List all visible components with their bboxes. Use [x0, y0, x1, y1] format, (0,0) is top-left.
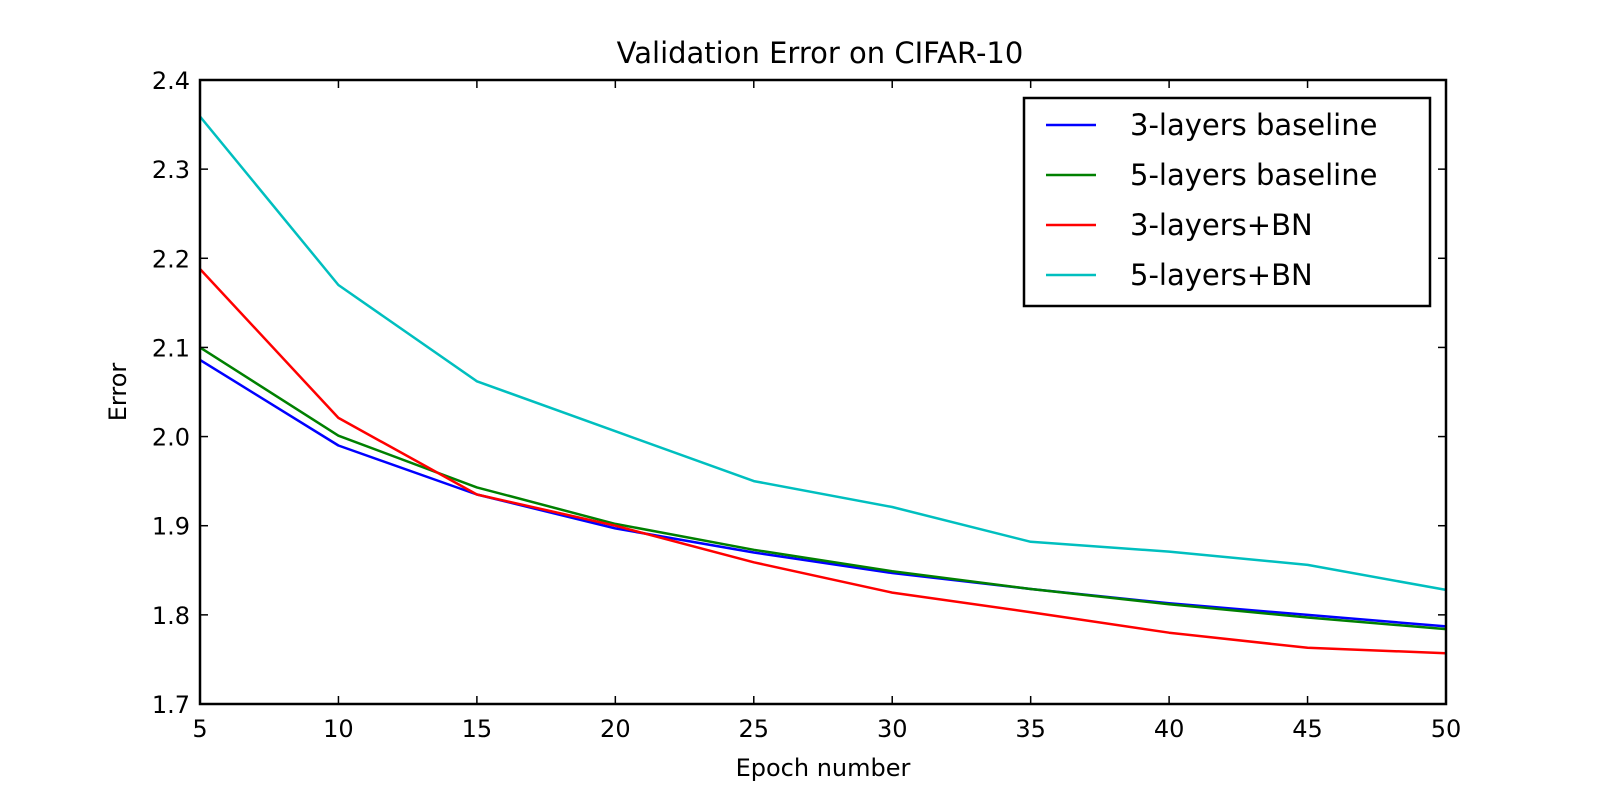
series-line-5-layers-bn [199, 115, 1447, 592]
x-tick-label: 40 [1154, 715, 1185, 743]
x-tick-label: 35 [1015, 715, 1046, 743]
y-tick-label: 2.3 [152, 156, 190, 184]
x-tick-label: 45 [1292, 715, 1323, 743]
y-tick-label: 1.8 [152, 602, 190, 630]
plot-area-frame [198, 78, 1448, 706]
chart-title: Validation Error on CIFAR-10 [617, 36, 1024, 70]
legend-frame [1022, 96, 1432, 308]
y-tick-label: 2.4 [152, 67, 190, 95]
x-tick-label: 30 [877, 715, 908, 743]
tick-layer: 5 10 15 20 25 30 35 40 45 50 1.7 1.8 1.9 2.0 2.1 2.2 2.3… [152, 67, 1461, 743]
x-tick-label: 10 [323, 715, 354, 743]
x-axis-label: Epoch number [736, 754, 911, 782]
legend-label-5-layers-baseline: 5-layers baseline [1130, 158, 1377, 192]
legend: 3-layers baseline 5-layers baseline 3-la… [1022, 96, 1432, 308]
x-tick-label: 25 [739, 715, 770, 743]
y-tick-label: 2.1 [152, 334, 190, 362]
x-tick-label: 50 [1431, 715, 1462, 743]
legend-label-3-layers-bn: 3-layers+BN [1130, 208, 1313, 242]
x-tick-label: 5 [192, 715, 207, 743]
legend-label-3-layers-baseline: 3-layers baseline [1130, 108, 1377, 142]
series-line-3-layers-baseline [199, 358, 1447, 628]
y-axis-label: Error [104, 363, 132, 422]
y-tick-label: 2.0 [152, 424, 190, 452]
x-tick-label: 15 [462, 715, 493, 743]
y-tick-label: 1.7 [152, 691, 190, 719]
y-tick-label: 1.9 [152, 513, 190, 541]
x-tick-label: 20 [600, 715, 631, 743]
series-line-3-layers-bn [199, 268, 1447, 655]
legend-label-5-layers-bn: 5-layers+BN [1130, 258, 1313, 292]
series-layer [199, 115, 1447, 655]
y-tick-label: 2.2 [152, 245, 190, 273]
series-line-5-layers-baseline [199, 346, 1447, 631]
